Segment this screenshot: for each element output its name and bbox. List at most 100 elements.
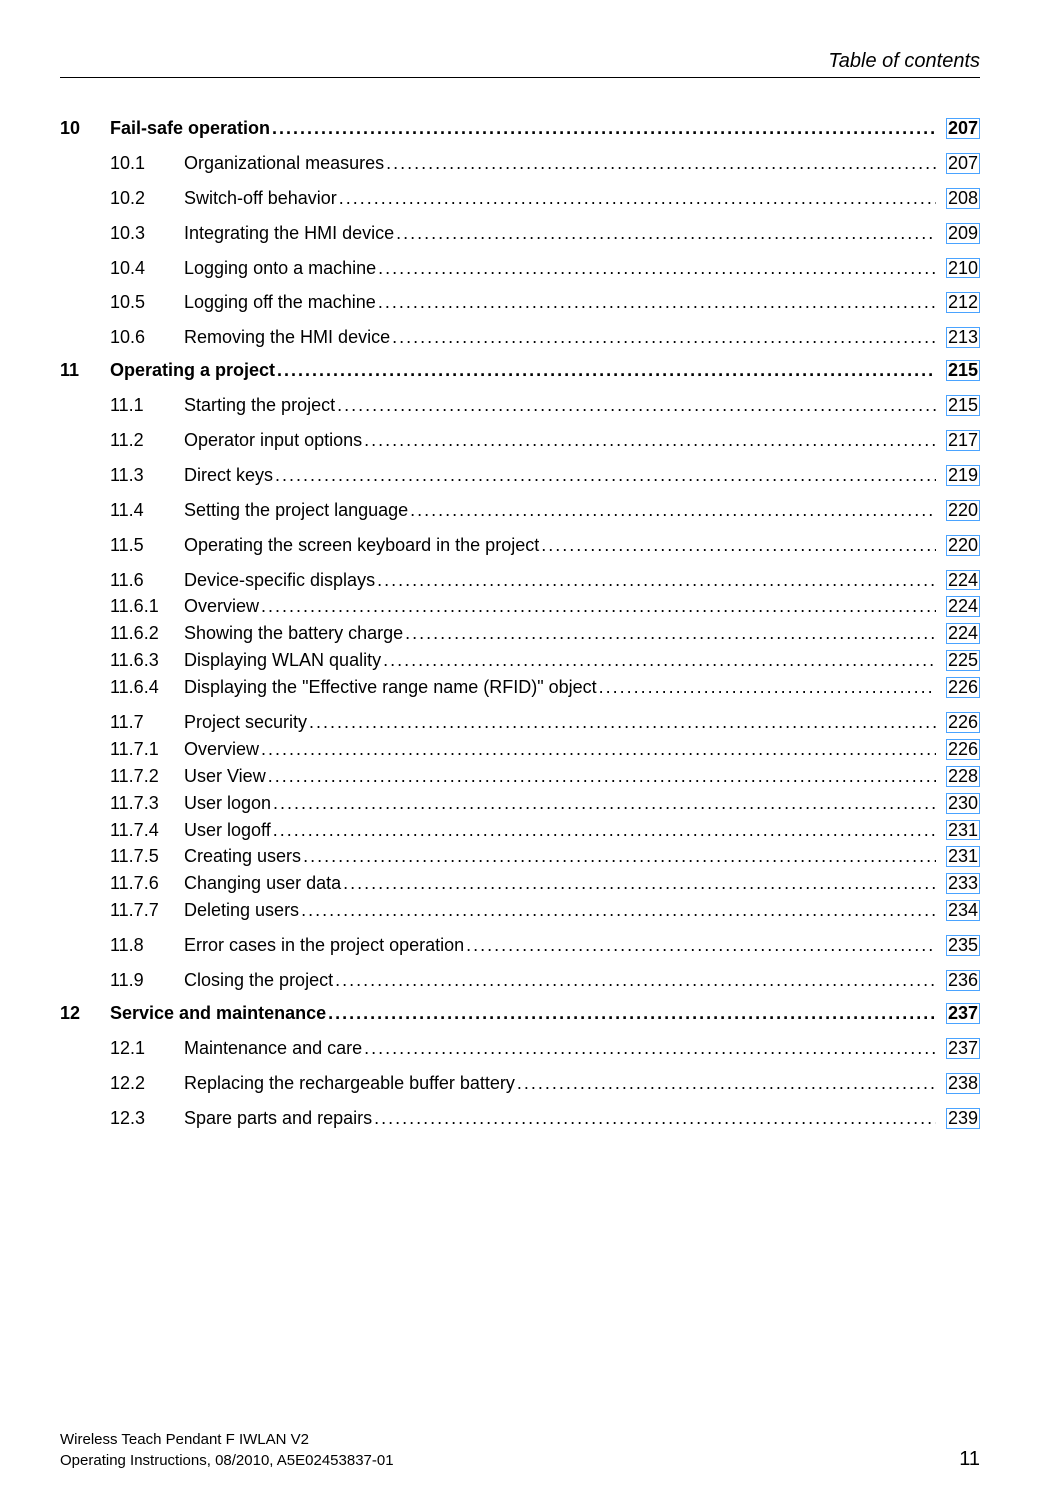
toc-entry-page[interactable]: 220 (936, 535, 980, 556)
toc-entry-page[interactable]: 224 (936, 570, 980, 591)
toc-entry-number: 11.1 (60, 395, 184, 416)
toc-entry-page[interactable]: 230 (936, 793, 980, 814)
toc-entry-page[interactable]: 215 (936, 395, 980, 416)
toc-entry-page[interactable]: 234 (936, 900, 980, 921)
page-link[interactable]: 237 (946, 1003, 980, 1024)
toc-section-row: 11.6.4Displaying the "Effective range na… (60, 677, 980, 698)
page-link[interactable]: 220 (946, 535, 980, 556)
toc-leader-dots (396, 223, 936, 244)
toc-entry-number: 11.7 (60, 712, 184, 733)
page-link[interactable]: 226 (946, 739, 980, 760)
toc-entry-title: Fail-safe operation (110, 118, 272, 139)
page-link[interactable]: 225 (946, 650, 980, 671)
page-link[interactable]: 215 (946, 360, 980, 381)
toc-entry-number: 10 (60, 118, 110, 139)
toc-section-row: 11.8Error cases in the project operation… (60, 935, 980, 956)
toc-entry-page[interactable]: 231 (936, 820, 980, 841)
toc-entry-title: User logon (184, 793, 273, 814)
page-link[interactable]: 228 (946, 766, 980, 787)
toc-entry-page[interactable]: 228 (936, 766, 980, 787)
toc-entry-number: 12.3 (60, 1108, 184, 1129)
toc-entry-page[interactable]: 213 (936, 327, 980, 348)
page-link[interactable]: 217 (946, 430, 980, 451)
toc-entry-page[interactable]: 224 (936, 623, 980, 644)
toc-entry-page[interactable]: 231 (936, 846, 980, 867)
toc-entry-page[interactable]: 238 (936, 1073, 980, 1094)
toc-section-row: 11.5Operating the screen keyboard in the… (60, 535, 980, 556)
toc-leader-dots (309, 712, 936, 733)
toc-entry-page[interactable]: 210 (936, 258, 980, 279)
page-link[interactable]: 230 (946, 793, 980, 814)
page-link[interactable]: 226 (946, 712, 980, 733)
page-link[interactable]: 215 (946, 395, 980, 416)
page-link[interactable]: 224 (946, 570, 980, 591)
toc-section-row: 11.3Direct keys219 (60, 465, 980, 486)
toc-entry-page[interactable]: 212 (936, 292, 980, 313)
toc-chapter-row: 12Service and maintenance237 (60, 1003, 980, 1024)
toc-section-row: 11.7.1Overview226 (60, 739, 980, 760)
toc-entry-page[interactable]: 215 (936, 360, 980, 381)
page-link[interactable]: 236 (946, 970, 980, 991)
page: Table of contents 10Fail-safe operation2… (0, 0, 1040, 1509)
toc-section-row: 11.1Starting the project 215 (60, 395, 980, 416)
toc-entry-title: Logging onto a machine (184, 258, 378, 279)
page-link[interactable]: 233 (946, 873, 980, 894)
toc-section-row: 11.7.2User View228 (60, 766, 980, 787)
toc-entry-page[interactable]: 226 (936, 677, 980, 698)
toc-entry-page[interactable]: 225 (936, 650, 980, 671)
toc-entry-title: Deleting users (184, 900, 301, 921)
page-link[interactable]: 210 (946, 258, 980, 279)
page-link[interactable]: 239 (946, 1108, 980, 1129)
toc-entry-page[interactable]: 235 (936, 935, 980, 956)
toc-entry-number: 11.7.2 (60, 766, 184, 787)
toc-entry-page[interactable]: 236 (936, 970, 980, 991)
toc-entry-page[interactable]: 237 (936, 1038, 980, 1059)
toc-section-row: 10.5Logging off the machine212 (60, 292, 980, 313)
page-link[interactable]: 231 (946, 820, 980, 841)
toc-entry-title: Showing the battery charge (184, 623, 405, 644)
page-link[interactable]: 207 (946, 118, 980, 139)
page-link[interactable]: 212 (946, 292, 980, 313)
toc-leader-dots (374, 1108, 936, 1129)
page-link[interactable]: 235 (946, 935, 980, 956)
toc-entry-page[interactable]: 226 (936, 712, 980, 733)
toc-chapter-row: 11Operating a project215 (60, 360, 980, 381)
toc-entry-page[interactable]: 217 (936, 430, 980, 451)
page-link[interactable]: 220 (946, 500, 980, 521)
toc-leader-dots (377, 570, 936, 591)
page-link[interactable]: 234 (946, 900, 980, 921)
toc-entry-page[interactable]: 207 (936, 118, 980, 139)
page-link[interactable]: 219 (946, 465, 980, 486)
toc-entry-page[interactable]: 208 (936, 188, 980, 209)
toc-section-row: 10.4Logging onto a machine210 (60, 258, 980, 279)
toc-entry-title: Starting the project (184, 395, 337, 416)
header-rule (60, 77, 980, 78)
page-link[interactable]: 231 (946, 846, 980, 867)
page-link[interactable]: 213 (946, 327, 980, 348)
toc-entry-page[interactable]: 239 (936, 1108, 980, 1129)
page-link[interactable]: 224 (946, 623, 980, 644)
toc-entry-page[interactable]: 233 (936, 873, 980, 894)
page-link[interactable]: 237 (946, 1038, 980, 1059)
page-link[interactable]: 224 (946, 596, 980, 617)
toc-entry-page[interactable]: 237 (936, 1003, 980, 1024)
toc-entry-page[interactable]: 226 (936, 739, 980, 760)
toc-entry-page[interactable]: 207 (936, 153, 980, 174)
toc-section-row: 10.6Removing the HMI device213 (60, 327, 980, 348)
page-link[interactable]: 207 (946, 153, 980, 174)
page-link[interactable]: 226 (946, 677, 980, 698)
toc-leader-dots (261, 596, 936, 617)
toc-entry-page[interactable]: 224 (936, 596, 980, 617)
toc-entry-page[interactable]: 220 (936, 500, 980, 521)
toc-leader-dots (517, 1073, 936, 1094)
toc-entry-number: 11.4 (60, 500, 184, 521)
toc-leader-dots (378, 258, 936, 279)
toc-entry-title: Service and maintenance (110, 1003, 328, 1024)
page-link[interactable]: 238 (946, 1073, 980, 1094)
toc-entry-number: 11.6.1 (60, 596, 184, 617)
page-link[interactable]: 209 (946, 223, 980, 244)
toc-entry-title: Switch-off behavior (184, 188, 339, 209)
page-link[interactable]: 208 (946, 188, 980, 209)
toc-entry-page[interactable]: 219 (936, 465, 980, 486)
toc-entry-page[interactable]: 209 (936, 223, 980, 244)
